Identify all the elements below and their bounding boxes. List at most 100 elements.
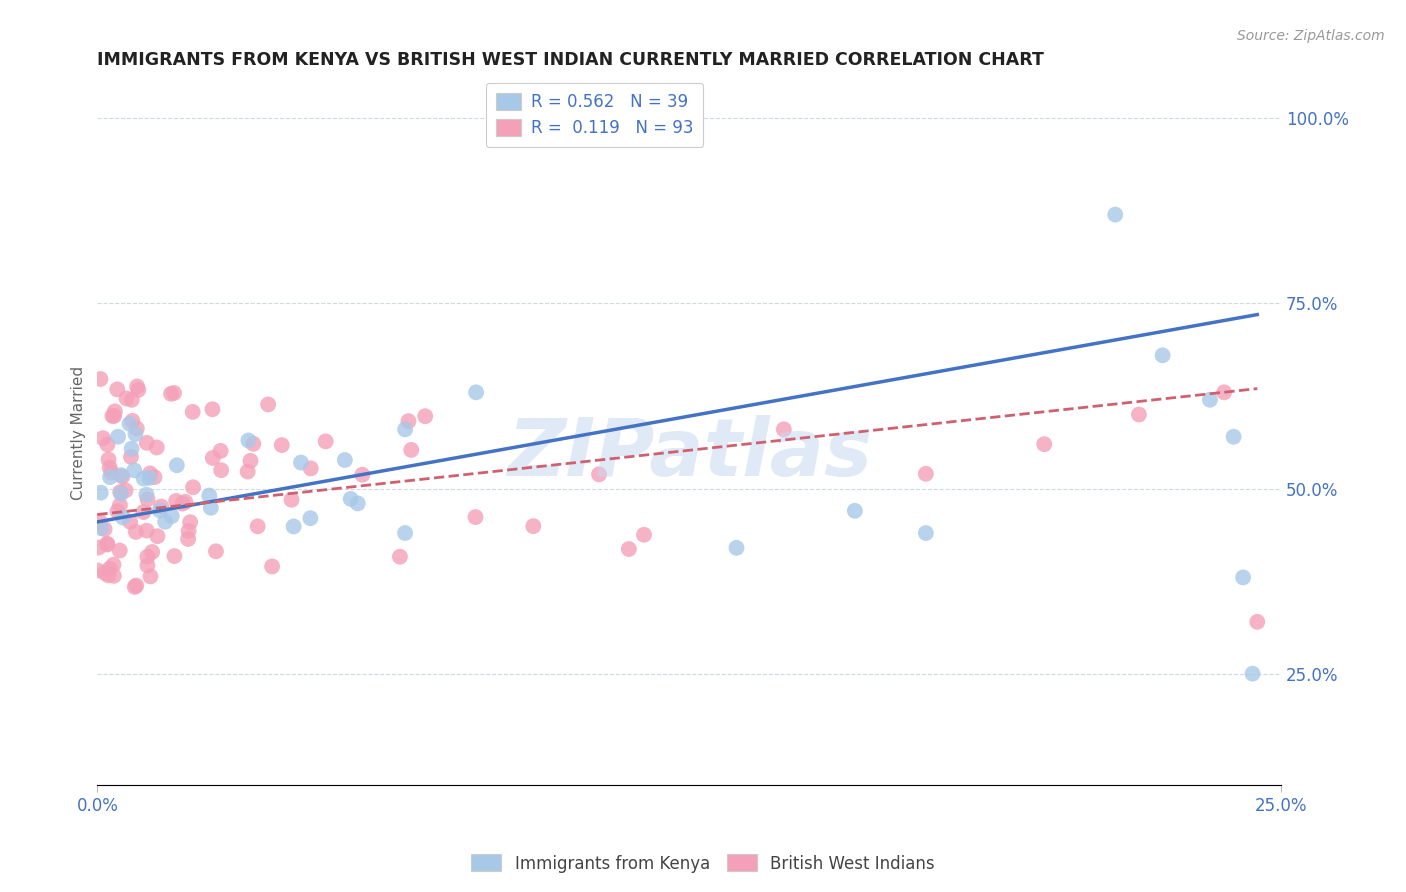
Point bbox=[139, 569, 162, 583]
Point bbox=[127, 383, 149, 397]
Point bbox=[132, 505, 155, 519]
Point bbox=[915, 526, 938, 541]
Point bbox=[239, 454, 262, 468]
Point bbox=[135, 435, 157, 450]
Point bbox=[108, 543, 131, 558]
Point bbox=[1128, 408, 1150, 422]
Point bbox=[111, 510, 134, 524]
Point bbox=[163, 386, 186, 401]
Point bbox=[399, 442, 422, 457]
Legend: R = 0.562   N = 39, R =  0.119   N = 93: R = 0.562 N = 39, R = 0.119 N = 93 bbox=[485, 83, 703, 147]
Point bbox=[299, 511, 322, 525]
Point bbox=[270, 438, 292, 452]
Point bbox=[1213, 385, 1236, 400]
Point bbox=[139, 467, 162, 481]
Point bbox=[105, 383, 128, 397]
Point bbox=[107, 430, 129, 444]
Point bbox=[160, 509, 183, 524]
Point bbox=[844, 504, 866, 518]
Point bbox=[87, 541, 110, 555]
Point bbox=[124, 580, 146, 594]
Point bbox=[160, 386, 183, 401]
Point bbox=[111, 469, 134, 483]
Point bbox=[118, 417, 141, 431]
Point bbox=[352, 467, 374, 482]
Point bbox=[104, 404, 127, 418]
Y-axis label: Currently Married: Currently Married bbox=[72, 366, 86, 500]
Point bbox=[1246, 615, 1268, 629]
Point bbox=[146, 441, 169, 455]
Point bbox=[103, 569, 125, 583]
Point bbox=[1199, 392, 1222, 407]
Point bbox=[101, 409, 124, 423]
Point bbox=[108, 498, 131, 512]
Point bbox=[177, 532, 200, 546]
Point bbox=[177, 524, 200, 538]
Point bbox=[315, 434, 337, 449]
Point bbox=[98, 470, 121, 484]
Point bbox=[262, 559, 284, 574]
Point bbox=[135, 524, 157, 538]
Point bbox=[121, 442, 143, 456]
Point bbox=[280, 492, 302, 507]
Point bbox=[915, 467, 938, 481]
Point bbox=[90, 521, 112, 535]
Point bbox=[617, 541, 640, 556]
Point bbox=[333, 453, 356, 467]
Point bbox=[394, 526, 416, 541]
Point bbox=[209, 443, 232, 458]
Point bbox=[153, 515, 176, 529]
Point bbox=[201, 450, 224, 465]
Point bbox=[290, 456, 312, 470]
Point bbox=[150, 500, 173, 514]
Point bbox=[394, 422, 416, 436]
Point bbox=[242, 437, 264, 451]
Point bbox=[346, 496, 368, 510]
Point bbox=[1222, 430, 1244, 444]
Point bbox=[181, 480, 204, 494]
Point bbox=[200, 500, 222, 515]
Point bbox=[165, 494, 187, 508]
Point bbox=[91, 431, 114, 445]
Point bbox=[238, 434, 260, 448]
Point bbox=[772, 422, 794, 436]
Point bbox=[209, 463, 232, 477]
Point bbox=[107, 504, 129, 518]
Point bbox=[127, 379, 149, 393]
Point bbox=[465, 385, 488, 400]
Point bbox=[1152, 348, 1174, 362]
Point bbox=[125, 578, 148, 592]
Point bbox=[588, 467, 610, 482]
Point bbox=[98, 460, 121, 475]
Point bbox=[93, 566, 115, 580]
Point bbox=[110, 486, 132, 500]
Point bbox=[166, 458, 188, 473]
Point bbox=[257, 397, 280, 411]
Point bbox=[398, 414, 420, 428]
Point bbox=[108, 485, 131, 500]
Text: Source: ZipAtlas.com: Source: ZipAtlas.com bbox=[1237, 29, 1385, 43]
Point bbox=[103, 558, 125, 572]
Point bbox=[1104, 208, 1126, 222]
Point bbox=[125, 524, 148, 539]
Point bbox=[388, 549, 411, 564]
Point bbox=[115, 392, 138, 406]
Point bbox=[110, 468, 132, 483]
Point bbox=[98, 561, 121, 575]
Point bbox=[198, 489, 221, 503]
Point bbox=[132, 471, 155, 485]
Point bbox=[124, 463, 146, 477]
Point bbox=[201, 402, 224, 417]
Point bbox=[725, 541, 748, 555]
Point bbox=[179, 515, 201, 529]
Point bbox=[136, 558, 159, 573]
Point bbox=[138, 471, 160, 485]
Point bbox=[181, 405, 204, 419]
Point bbox=[120, 450, 142, 464]
Point bbox=[464, 510, 486, 524]
Point bbox=[103, 409, 125, 423]
Point bbox=[136, 492, 159, 507]
Point bbox=[124, 427, 146, 442]
Point bbox=[339, 491, 361, 506]
Point bbox=[96, 537, 118, 551]
